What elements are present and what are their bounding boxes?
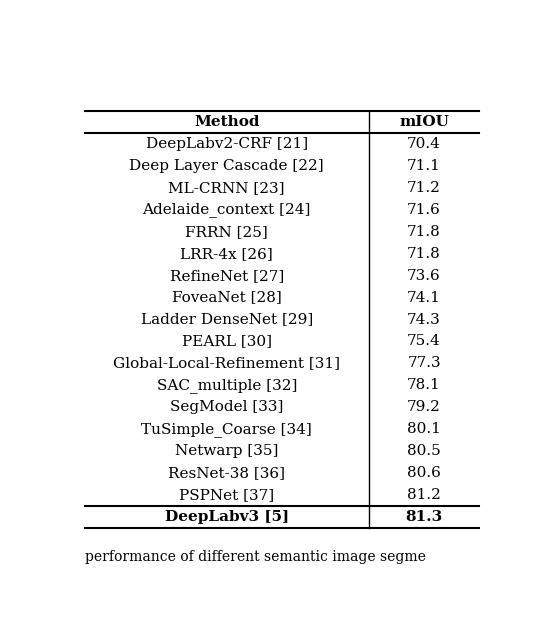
Text: Deep Layer Cascade [22]: Deep Layer Cascade [22]: [130, 159, 324, 173]
Text: LRR-4x [26]: LRR-4x [26]: [180, 247, 273, 260]
Text: 81.3: 81.3: [405, 509, 443, 524]
Text: Global-Local-Refinement [31]: Global-Local-Refinement [31]: [113, 356, 340, 371]
Text: 73.6: 73.6: [407, 269, 441, 283]
Text: ResNet-38 [36]: ResNet-38 [36]: [168, 466, 285, 480]
Text: SegModel [33]: SegModel [33]: [170, 400, 283, 414]
Text: 70.4: 70.4: [407, 137, 441, 151]
Text: 80.6: 80.6: [407, 466, 441, 480]
Text: SAC_multiple [32]: SAC_multiple [32]: [157, 378, 297, 393]
Text: 71.8: 71.8: [407, 225, 441, 239]
Text: 71.2: 71.2: [407, 181, 441, 195]
Text: 71.8: 71.8: [407, 247, 441, 260]
Text: DeepLabv3 [5]: DeepLabv3 [5]: [165, 509, 289, 524]
Text: 74.1: 74.1: [407, 291, 441, 305]
Text: mIOU: mIOU: [399, 115, 449, 129]
Text: ML-CRNN [23]: ML-CRNN [23]: [169, 181, 285, 195]
Text: Adelaide_context [24]: Adelaide_context [24]: [143, 202, 311, 218]
Text: FoveaNet [28]: FoveaNet [28]: [172, 291, 282, 305]
Text: 71.1: 71.1: [407, 159, 441, 173]
Text: Netwarp [35]: Netwarp [35]: [175, 444, 279, 458]
Text: 79.2: 79.2: [407, 400, 441, 414]
Text: RefineNet [27]: RefineNet [27]: [170, 269, 284, 283]
Text: PEARL [30]: PEARL [30]: [182, 335, 272, 348]
Text: 77.3: 77.3: [407, 356, 441, 371]
Text: 78.1: 78.1: [407, 378, 441, 392]
Text: 80.1: 80.1: [407, 422, 441, 436]
Text: 75.4: 75.4: [407, 335, 441, 348]
Text: FRRN [25]: FRRN [25]: [185, 225, 268, 239]
Text: PSPNet [37]: PSPNet [37]: [179, 488, 274, 502]
Text: performance of different semantic image segme: performance of different semantic image …: [85, 550, 425, 564]
Text: TuSimple_Coarse [34]: TuSimple_Coarse [34]: [141, 422, 312, 436]
Text: Method: Method: [194, 115, 260, 129]
Text: DeepLabv2-CRF [21]: DeepLabv2-CRF [21]: [146, 137, 308, 151]
Text: 74.3: 74.3: [407, 312, 441, 326]
Text: 81.2: 81.2: [407, 488, 441, 502]
Text: 80.5: 80.5: [407, 444, 441, 458]
Text: Ladder DenseNet [29]: Ladder DenseNet [29]: [140, 312, 313, 326]
Text: 71.6: 71.6: [407, 203, 441, 217]
